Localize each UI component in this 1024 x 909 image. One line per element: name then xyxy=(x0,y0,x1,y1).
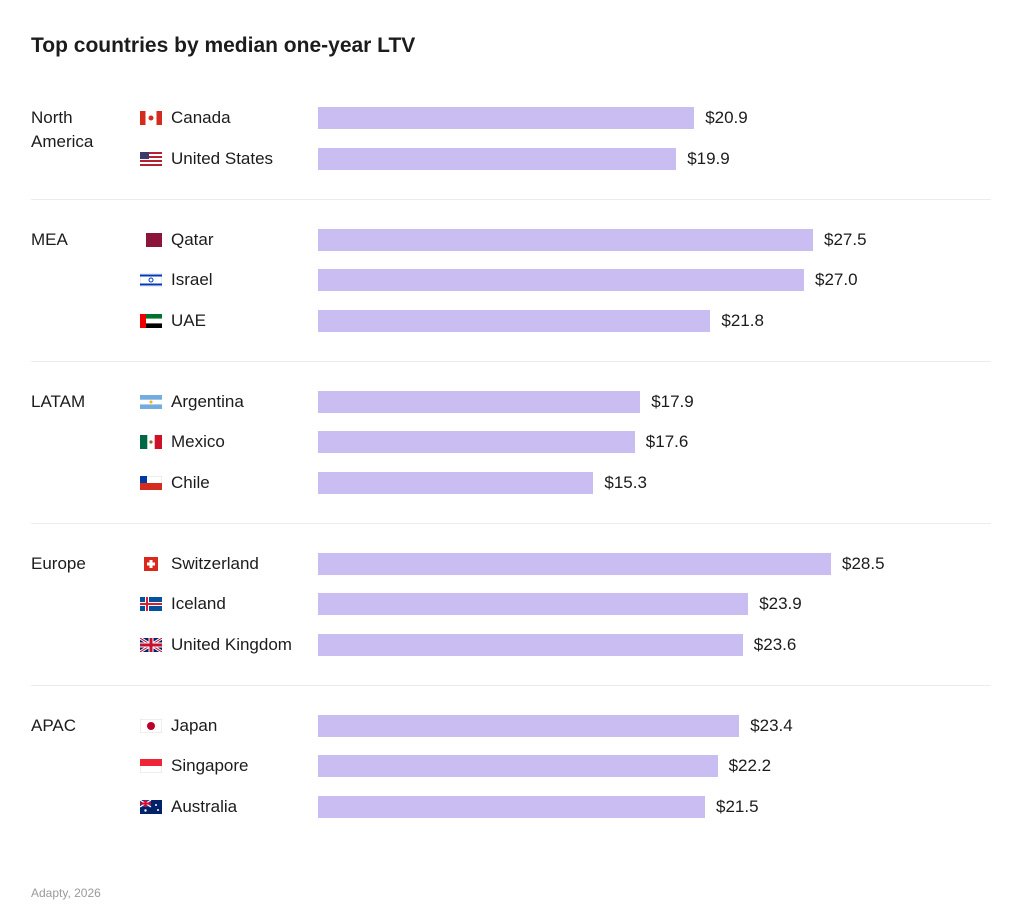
bar xyxy=(318,471,594,494)
region-label: North America xyxy=(31,108,94,151)
bar xyxy=(318,431,635,453)
bar xyxy=(318,269,804,291)
flag xyxy=(140,597,162,611)
region-label: LATAM xyxy=(31,391,86,411)
country-label: Australia xyxy=(171,796,238,816)
flag xyxy=(140,111,162,125)
bar xyxy=(318,147,677,170)
flag xyxy=(140,151,162,166)
country-label: Israel xyxy=(171,270,213,289)
value-label: $21.8 xyxy=(721,310,764,330)
region-label: Europe xyxy=(31,553,86,573)
bar xyxy=(318,795,705,818)
country-label: Iceland xyxy=(171,594,226,613)
flag xyxy=(139,475,163,490)
chart-title: Top countries by median one-year LTV xyxy=(31,34,416,57)
bar xyxy=(318,390,641,413)
country-label: Canada xyxy=(171,108,231,127)
flag xyxy=(140,556,162,571)
value-label: $22.2 xyxy=(728,756,772,775)
country-label: United Kingdom xyxy=(171,634,292,654)
separator xyxy=(31,685,991,686)
country-label: Qatar xyxy=(171,229,214,249)
country-label: Argentina xyxy=(171,391,244,411)
bar xyxy=(318,552,831,575)
value-label: $17.6 xyxy=(645,432,689,451)
value-label: $17.9 xyxy=(651,391,694,411)
country-label: Mexico xyxy=(171,432,225,451)
bar xyxy=(318,633,743,656)
country-label: United States xyxy=(171,148,274,168)
flag xyxy=(140,313,162,328)
region-label: APAC xyxy=(31,715,77,735)
value-label: $21.5 xyxy=(716,796,759,816)
flag xyxy=(139,272,163,288)
value-label: $19.9 xyxy=(687,148,730,168)
country-label: Chile xyxy=(171,472,210,492)
bar xyxy=(318,309,711,332)
flag xyxy=(139,718,163,733)
value-label: $23.4 xyxy=(750,715,793,735)
bar xyxy=(318,714,740,737)
value-label: $15.3 xyxy=(604,472,647,492)
value-label: $20.9 xyxy=(705,108,748,127)
bar xyxy=(318,228,813,251)
value-label: $23.9 xyxy=(759,594,802,613)
country-label: UAE xyxy=(171,310,206,330)
bar xyxy=(318,107,695,129)
region-label: MEA xyxy=(31,229,68,249)
flag xyxy=(139,798,162,814)
bar xyxy=(318,755,718,777)
separator xyxy=(31,523,991,524)
value-label: $27.5 xyxy=(824,229,867,249)
source-note: Adapty, 2026 xyxy=(31,886,101,900)
separator xyxy=(31,199,991,200)
flag xyxy=(140,435,162,449)
country-label: Singapore xyxy=(171,756,249,775)
flag xyxy=(140,394,162,409)
flag xyxy=(139,636,163,653)
country-label: Switzerland xyxy=(171,553,259,573)
value-label: $23.6 xyxy=(753,634,797,654)
country-label: Japan xyxy=(171,715,218,735)
flag xyxy=(140,232,162,247)
value-label: $28.5 xyxy=(842,553,885,573)
flag xyxy=(139,758,163,774)
value-label: $27.0 xyxy=(815,270,858,289)
bar xyxy=(318,593,749,615)
separator xyxy=(31,361,991,362)
